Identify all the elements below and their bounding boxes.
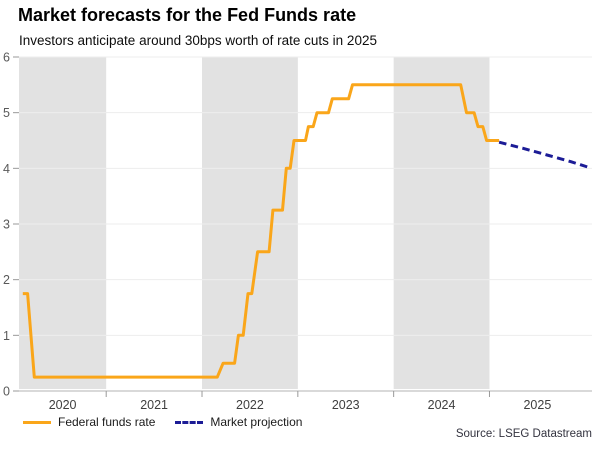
- legend-label-market-projection: Market projection: [210, 415, 303, 429]
- chart-subtitle: Investors anticipate around 30bps worth …: [19, 33, 377, 48]
- y-axis-label: 4: [3, 162, 10, 176]
- y-axis-label: 0: [3, 385, 10, 399]
- x-axis-label: 2024: [428, 398, 456, 412]
- legend-item-market-projection: Market projection: [175, 415, 302, 429]
- x-axis-label: 2020: [49, 398, 77, 412]
- chart-title: Market forecasts for the Fed Funds rate: [18, 5, 357, 25]
- x-axis-label: 2023: [332, 398, 360, 412]
- y-axis-label: 1: [3, 329, 10, 343]
- y-axis-label: 6: [3, 51, 10, 65]
- year-shading-band: [393, 57, 490, 389]
- fed-funds-rate-chart: 0 1 2 3 4 5 6 2020 2021 2022 2023 2024 2025: [3, 51, 592, 412]
- x-axis-label: 2022: [236, 398, 264, 412]
- federal-funds-rate-line: [22, 83, 500, 379]
- x-axis-label: 2025: [523, 398, 551, 412]
- dashed-line-swatch: [175, 420, 204, 424]
- solid-line-swatch: [23, 420, 51, 424]
- year-shading-band: [202, 57, 298, 389]
- legend-item-federal-funds-rate: Federal funds rate: [23, 415, 155, 429]
- y-axis-label: 2: [3, 273, 10, 287]
- legend-label-federal-funds-rate: Federal funds rate: [58, 415, 156, 429]
- y-axis-label: 5: [3, 106, 10, 120]
- market-projection-line: [498, 140, 589, 169]
- legend: Federal funds rate Market projection: [23, 415, 302, 429]
- y-axis-label: 3: [3, 218, 10, 232]
- source-credit: Source: LSEG Datastream: [455, 428, 592, 440]
- x-axis-label: 2021: [140, 398, 168, 412]
